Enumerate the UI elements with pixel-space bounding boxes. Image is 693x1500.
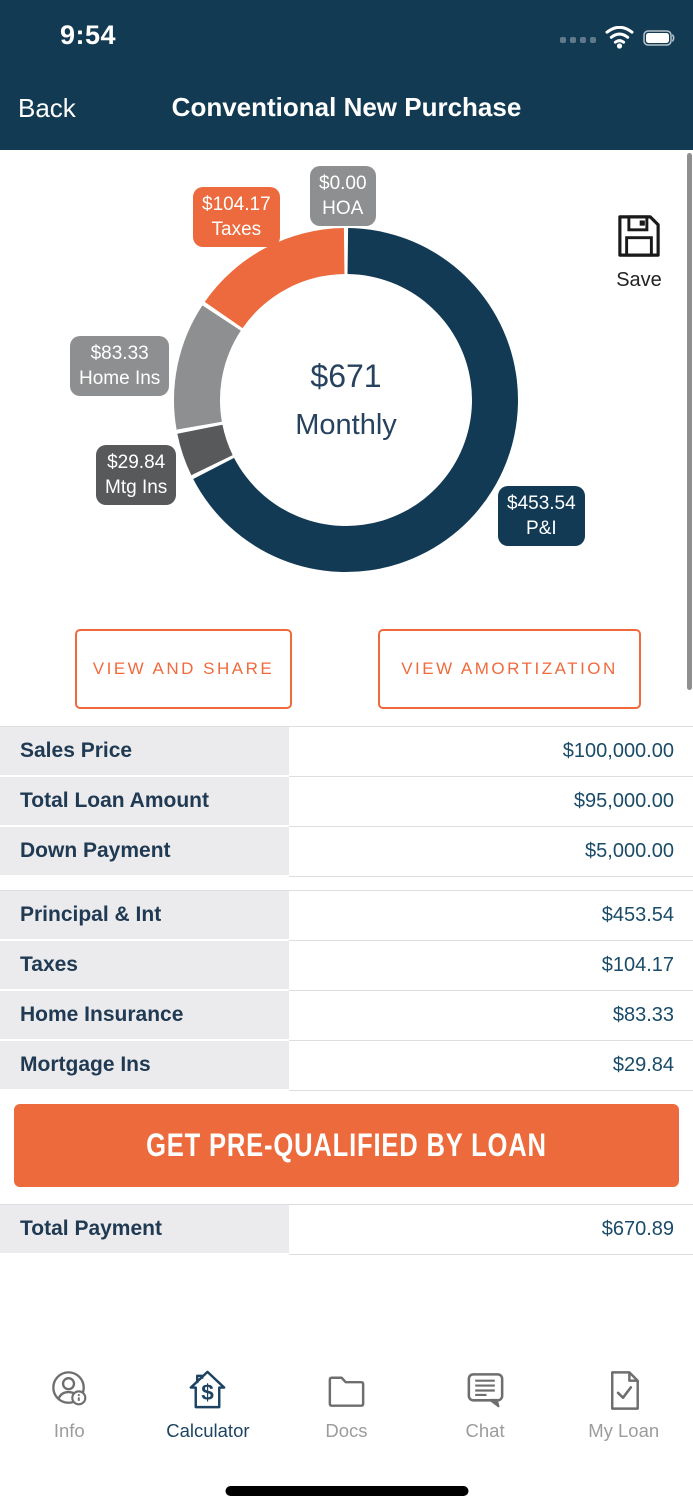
floppy-disk-icon bbox=[612, 215, 666, 266]
loan-inputs-table: Sales Price $100,000.00 Total Loan Amoun… bbox=[0, 726, 693, 877]
row-value: $5,000.00 bbox=[289, 827, 693, 877]
donut-slice-home-ins bbox=[174, 305, 241, 430]
page-title: Conventional New Purchase bbox=[171, 92, 522, 122]
tab-calculator[interactable]: $ Calculator bbox=[139, 1366, 278, 1500]
hoa-amount: $0.00 bbox=[319, 173, 367, 194]
tab-chat[interactable]: Chat bbox=[416, 1366, 555, 1500]
pi-amount: $453.54 bbox=[507, 493, 576, 514]
get-prequalified-label: GET PRE-QUALIFIED BY LOAN bbox=[146, 1127, 547, 1163]
table-row[interactable]: Home Insurance $83.33 bbox=[0, 991, 693, 1041]
bottom-tab-bar: Info $ Calculator Docs bbox=[0, 1342, 693, 1500]
row-label: Home Insurance bbox=[0, 991, 289, 1041]
row-value: $100,000.00 bbox=[289, 727, 693, 777]
scrollbar[interactable] bbox=[687, 153, 692, 690]
total-payment-label: Total Payment bbox=[0, 1205, 289, 1255]
chart-center-label: $671 Monthly bbox=[295, 358, 397, 442]
table-row[interactable]: Down Payment $5,000.00 bbox=[0, 827, 693, 877]
actions-row: VIEW AND SHARE VIEW AMORTIZATION bbox=[0, 620, 693, 726]
chat-bubble-icon bbox=[462, 1367, 509, 1417]
wifi-icon bbox=[604, 25, 635, 54]
back-button[interactable]: Back bbox=[12, 92, 82, 125]
tab-label: My Loan bbox=[588, 1420, 660, 1441]
svg-text:$: $ bbox=[202, 1380, 215, 1405]
person-info-icon bbox=[46, 1367, 93, 1417]
table-row[interactable]: Mortgage Ins $29.84 bbox=[0, 1041, 693, 1091]
table-row[interactable]: Principal & Int $453.54 bbox=[0, 891, 693, 941]
row-label: Total Loan Amount bbox=[0, 777, 289, 827]
save-label: Save bbox=[616, 269, 662, 291]
cellular-signal-icon bbox=[560, 37, 596, 43]
donut-chart-svg bbox=[174, 228, 518, 573]
battery-icon bbox=[643, 29, 675, 51]
status-icons bbox=[560, 25, 675, 54]
tab-label: Calculator bbox=[166, 1420, 250, 1441]
total-payment-value: $670.89 bbox=[289, 1205, 693, 1255]
mtg-ins-callout-badge: $29.84 Mtg Ins bbox=[96, 445, 177, 505]
home-ins-callout-badge: $83.33 Home Ins bbox=[70, 336, 170, 396]
get-prequalified-button[interactable]: GET PRE-QUALIFIED BY LOAN bbox=[14, 1104, 679, 1187]
tab-info[interactable]: Info bbox=[0, 1366, 139, 1500]
tab-my-loan[interactable]: My Loan bbox=[554, 1366, 693, 1500]
row-value: $83.33 bbox=[289, 991, 693, 1041]
row-value: $29.84 bbox=[289, 1041, 693, 1091]
row-value: $95,000.00 bbox=[289, 777, 693, 827]
home-ins-amount: $83.33 bbox=[90, 343, 149, 364]
prequalify-section: GET PRE-QUALIFIED BY LOAN bbox=[0, 1091, 693, 1204]
folder-icon bbox=[323, 1367, 370, 1417]
taxes-label: Taxes bbox=[211, 219, 262, 240]
house-dollar-icon: $ bbox=[184, 1367, 231, 1417]
mtg-ins-amount: $29.84 bbox=[107, 452, 166, 473]
tab-docs[interactable]: Docs bbox=[277, 1366, 416, 1500]
header: 9:54 Back Conventional Ne bbox=[0, 0, 693, 150]
donut-slice-mtg-ins bbox=[177, 424, 233, 476]
pi-label: P&I bbox=[526, 518, 557, 539]
row-label: Mortgage Ins bbox=[0, 1041, 289, 1091]
taxes-callout-badge: $104.17 Taxes bbox=[193, 187, 280, 247]
taxes-amount: $104.17 bbox=[202, 194, 271, 215]
table-row[interactable]: Sales Price $100,000.00 bbox=[0, 727, 693, 777]
table-row[interactable]: Total Loan Amount $95,000.00 bbox=[0, 777, 693, 827]
payment-donut-chart: $671 Monthly $0.00 HOA $104.17 Taxes $83… bbox=[0, 150, 693, 690]
nav-bar: Back Conventional New Purchase bbox=[0, 90, 693, 134]
total-payment-table: Total Payment $670.89 bbox=[0, 1204, 693, 1255]
mtg-ins-label: Mtg Ins bbox=[105, 477, 168, 498]
row-label: Principal & Int bbox=[0, 891, 289, 941]
hoa-label: HOA bbox=[322, 198, 364, 219]
monthly-total-value: $671 bbox=[310, 358, 382, 394]
table-row[interactable]: Taxes $104.17 bbox=[0, 941, 693, 991]
monthly-total-caption: Monthly bbox=[295, 409, 397, 441]
tab-label: Docs bbox=[325, 1420, 368, 1441]
table-group-divider bbox=[0, 877, 693, 890]
save-button[interactable]: Save bbox=[601, 208, 677, 293]
home-indicator[interactable] bbox=[225, 1486, 468, 1496]
hoa-callout-badge: $0.00 HOA bbox=[310, 166, 376, 226]
view-and-share-button[interactable]: VIEW AND SHARE bbox=[75, 629, 292, 709]
row-value: $453.54 bbox=[289, 891, 693, 941]
status-time: 9:54 bbox=[60, 20, 117, 50]
row-label: Taxes bbox=[0, 941, 289, 991]
view-amortization-button[interactable]: VIEW AMORTIZATION bbox=[378, 629, 641, 709]
row-value: $104.17 bbox=[289, 941, 693, 991]
payment-breakdown-table: Principal & Int $453.54 Taxes $104.17 Ho… bbox=[0, 890, 693, 1091]
document-check-icon bbox=[600, 1367, 647, 1417]
row-label: Sales Price bbox=[0, 727, 289, 777]
home-ins-label: Home Ins bbox=[79, 368, 161, 389]
pi-callout-badge: $453.54 P&I bbox=[498, 486, 585, 546]
donut-slice-taxes bbox=[204, 228, 345, 329]
tab-label: Chat bbox=[465, 1420, 505, 1441]
table-row: Total Payment $670.89 bbox=[0, 1205, 693, 1255]
row-label: Down Payment bbox=[0, 827, 289, 877]
tab-label: Info bbox=[53, 1420, 85, 1441]
